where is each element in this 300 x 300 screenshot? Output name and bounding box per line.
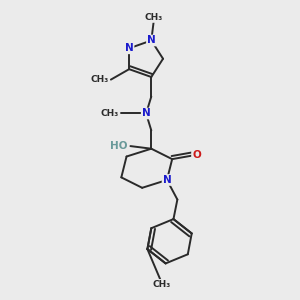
Text: CH₃: CH₃ <box>153 280 171 289</box>
Text: O: O <box>192 150 201 160</box>
Text: N: N <box>163 175 171 185</box>
Text: CH₃: CH₃ <box>100 109 119 118</box>
Text: CH₃: CH₃ <box>90 75 108 84</box>
Text: N: N <box>147 35 156 46</box>
Text: HO: HO <box>110 141 128 151</box>
Text: N: N <box>125 43 134 53</box>
Text: N: N <box>142 109 151 118</box>
Text: CH₃: CH₃ <box>145 13 163 22</box>
